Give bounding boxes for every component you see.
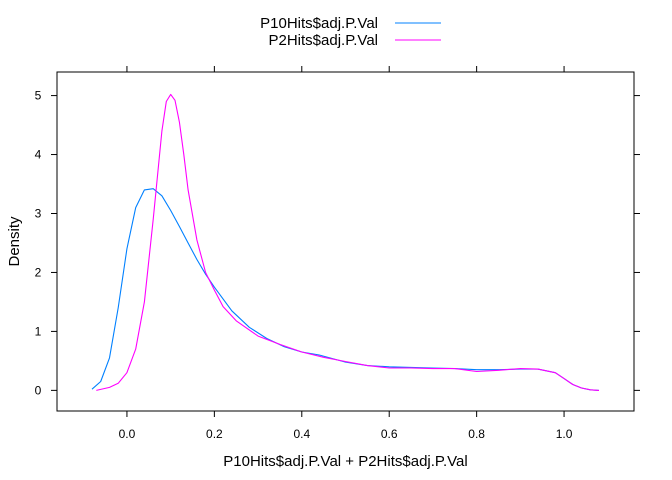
series-line-1 <box>91 188 600 391</box>
x-tick-label: 1.0 <box>556 427 573 441</box>
legend-label: P2Hits$adj.P.Val <box>268 32 378 49</box>
x-axis-title: P10Hits$adj.P.Val + P2Hits$adj.P.Val <box>223 453 467 470</box>
legend-label: P10Hits$adj.P.Val <box>260 15 378 32</box>
series-lines <box>91 93 600 391</box>
y-axis: 0 1 2 3 4 5 <box>35 89 640 397</box>
y-tick-label: 5 <box>35 89 42 103</box>
series-line-2 <box>96 93 600 391</box>
plot-frame <box>56 71 635 412</box>
x-tick-label: 0.2 <box>206 427 223 441</box>
y-tick-label: 2 <box>35 265 42 279</box>
y-tick-label: 0 <box>35 383 42 397</box>
x-tick-label: 0.6 <box>381 427 398 441</box>
y-tick-label: 3 <box>35 206 42 220</box>
y-tick-label: 4 <box>35 148 42 162</box>
x-tick-label: 0.8 <box>468 427 485 441</box>
x-tick-label: 0.4 <box>293 427 310 441</box>
y-tick-label: 1 <box>35 324 42 338</box>
y-axis-title: Density <box>6 216 23 267</box>
x-axis: 0.0 0.2 0.4 0.6 0.8 1.0 <box>119 66 573 441</box>
x-tick-label: 0.0 <box>119 427 136 441</box>
